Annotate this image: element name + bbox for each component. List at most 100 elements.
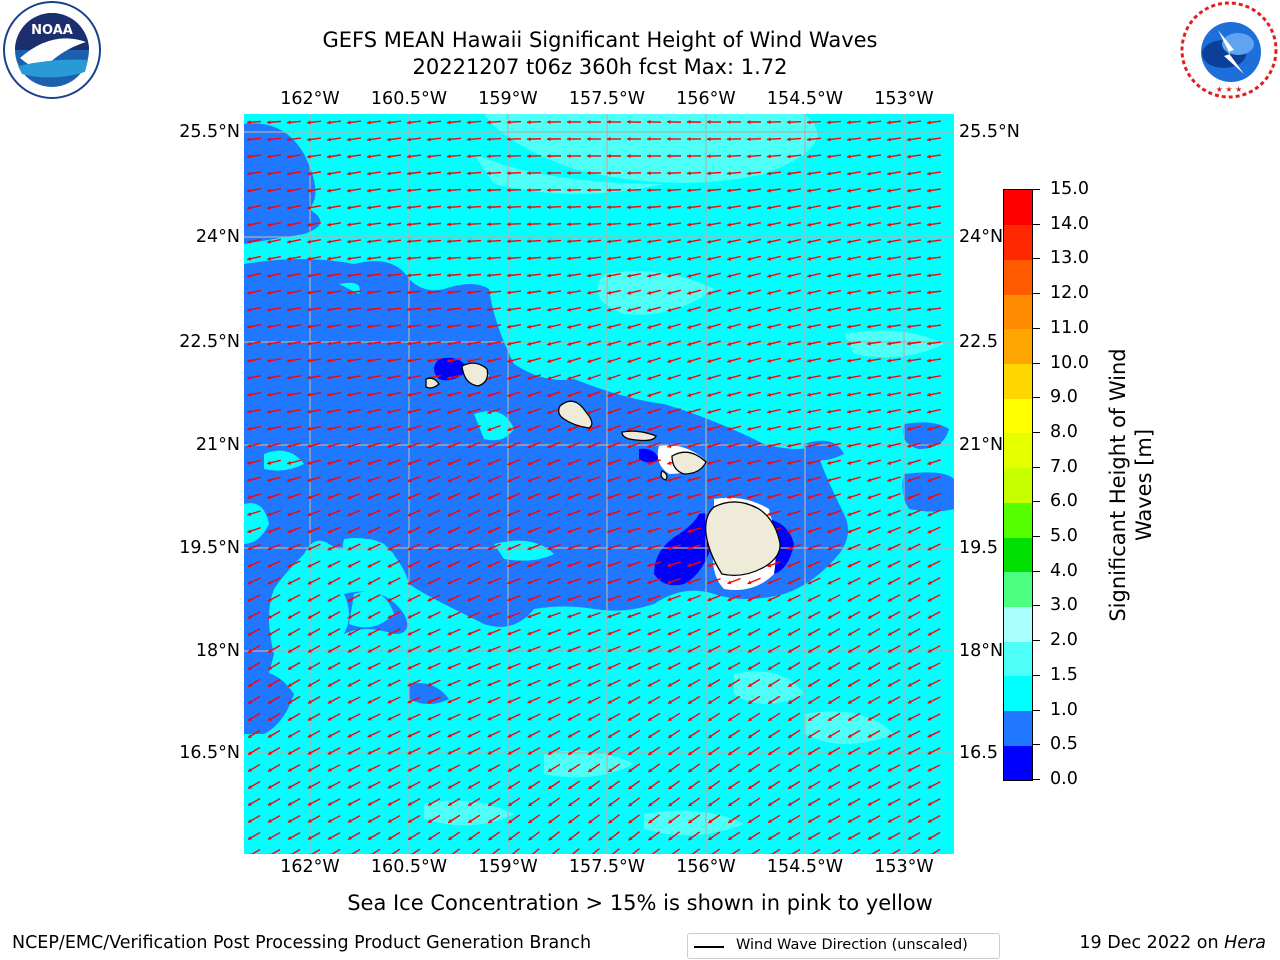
direction-arrow <box>551 848 560 854</box>
direction-arrowhead <box>887 818 892 823</box>
right-lat-tick: 25.5°N <box>959 122 1020 142</box>
direction-arrowhead <box>287 597 292 602</box>
colorbar-segment <box>1004 537 1032 573</box>
direction-arrowhead <box>247 120 251 125</box>
direction-arrowhead <box>307 699 312 704</box>
direction-arrowhead <box>927 205 931 210</box>
direction-arrowhead <box>247 666 252 670</box>
direction-arrowhead <box>787 614 792 619</box>
direction-arrowhead <box>347 171 351 176</box>
direction-arrowhead <box>587 410 592 415</box>
direction-arrowhead <box>427 733 432 738</box>
direction-arrowhead <box>688 717 693 721</box>
direction-arrowhead <box>487 154 491 159</box>
direction-arrowhead <box>728 836 733 840</box>
direction-arrowhead <box>747 443 751 448</box>
direction-arrowhead <box>907 324 911 329</box>
direction-arrow <box>270 848 281 854</box>
direction-arrowhead <box>847 205 851 210</box>
direction-arrowhead <box>887 716 892 721</box>
direction-arrow <box>910 848 921 854</box>
direction-arrowhead <box>767 120 771 125</box>
direction-arrowhead <box>289 852 291 854</box>
direction-arrowhead <box>287 137 291 142</box>
direction-arrowhead <box>367 273 371 278</box>
wave-height-map: Wind Wave Direction (unscaled) <box>244 114 1000 959</box>
direction-arrowhead <box>647 427 652 432</box>
direction-arrowhead <box>568 836 573 841</box>
right-lat-tick: 18°N <box>959 641 1004 661</box>
direction-arrowhead <box>428 836 433 840</box>
direction-arrowhead <box>847 256 851 261</box>
direction-arrowhead <box>867 239 871 244</box>
direction-arrowhead <box>427 529 432 534</box>
direction-arrowhead <box>287 563 292 568</box>
direction-arrowhead <box>907 239 911 244</box>
direction-arrowhead <box>707 325 712 329</box>
direction-arrowhead <box>347 120 351 125</box>
direction-arrowhead <box>267 784 272 789</box>
direction-arrowhead <box>567 444 572 449</box>
direction-arrowhead <box>847 818 852 823</box>
direction-arrowhead <box>347 222 351 227</box>
direction-arrowhead <box>587 324 592 329</box>
direction-arrowhead <box>847 700 852 704</box>
bottom-lon-tick: 157.5°W <box>568 857 646 877</box>
direction-arrowhead <box>467 614 472 619</box>
direction-arrowhead <box>547 137 551 142</box>
direction-arrowhead <box>827 307 831 312</box>
direction-arrowhead <box>607 119 611 125</box>
bottom-lon-tick: 162°W <box>280 857 340 877</box>
direction-arrowhead <box>747 154 751 159</box>
direction-arrowhead <box>847 154 851 159</box>
direction-arrowhead <box>587 580 592 585</box>
direction-arrowhead <box>807 341 811 346</box>
direction-arrowhead <box>347 580 352 585</box>
direction-arrowhead <box>827 375 831 380</box>
direction-arrowhead <box>867 767 872 772</box>
direction-arrowhead <box>307 137 311 142</box>
wave-field-1.5-2 <box>424 114 944 836</box>
direction-arrowhead <box>627 222 631 227</box>
direction-arrowhead <box>587 682 592 687</box>
direction-arrowhead <box>787 494 792 499</box>
svg-text:★ ★ ★: ★ ★ ★ <box>1216 85 1243 94</box>
colorbar-tick-mark <box>1033 779 1040 780</box>
direction-arrowhead <box>267 767 272 772</box>
direction-arrowhead <box>447 495 452 500</box>
direction-arrowhead <box>567 716 572 721</box>
direction-arrowhead <box>627 665 632 670</box>
direction-arrowhead <box>927 290 931 295</box>
direction-arrowhead <box>547 359 552 363</box>
direction-arrowhead <box>627 427 632 432</box>
direction-arrowhead <box>827 631 832 636</box>
direction-arrowhead <box>927 171 931 176</box>
direction-arrowhead <box>607 444 612 449</box>
direction-arrowhead <box>247 546 252 551</box>
direction-arrowhead <box>867 256 871 261</box>
direction-arrowhead <box>367 478 372 483</box>
direction-arrowhead <box>307 750 312 755</box>
direction-arrowhead <box>547 461 552 466</box>
direction-arrowhead <box>247 188 251 193</box>
direction-arrowhead <box>807 239 811 244</box>
direction-arrowhead <box>527 495 532 500</box>
direction-arrowhead <box>907 409 911 414</box>
direction-arrowhead <box>547 393 552 398</box>
direction-arrowhead <box>768 836 773 840</box>
direction-arrowhead <box>547 222 551 227</box>
colorbar-segment <box>1004 502 1032 538</box>
direction-arrowhead <box>487 120 491 125</box>
direction-arrowhead <box>648 836 653 841</box>
noaa-logo-text: NOAA <box>31 23 73 38</box>
direction-arrowhead <box>527 614 532 619</box>
direction-arrowhead <box>667 376 672 381</box>
direction-arrowhead <box>807 597 812 602</box>
direction-arrowhead <box>627 495 632 500</box>
direction-arrowhead <box>767 631 772 636</box>
direction-arrowhead <box>347 256 351 261</box>
direction-arrowhead <box>907 495 912 500</box>
direction-arrowhead <box>349 853 351 854</box>
direction-arrowhead <box>927 784 932 789</box>
colorbar-tick-label: 10.0 <box>1050 352 1089 373</box>
